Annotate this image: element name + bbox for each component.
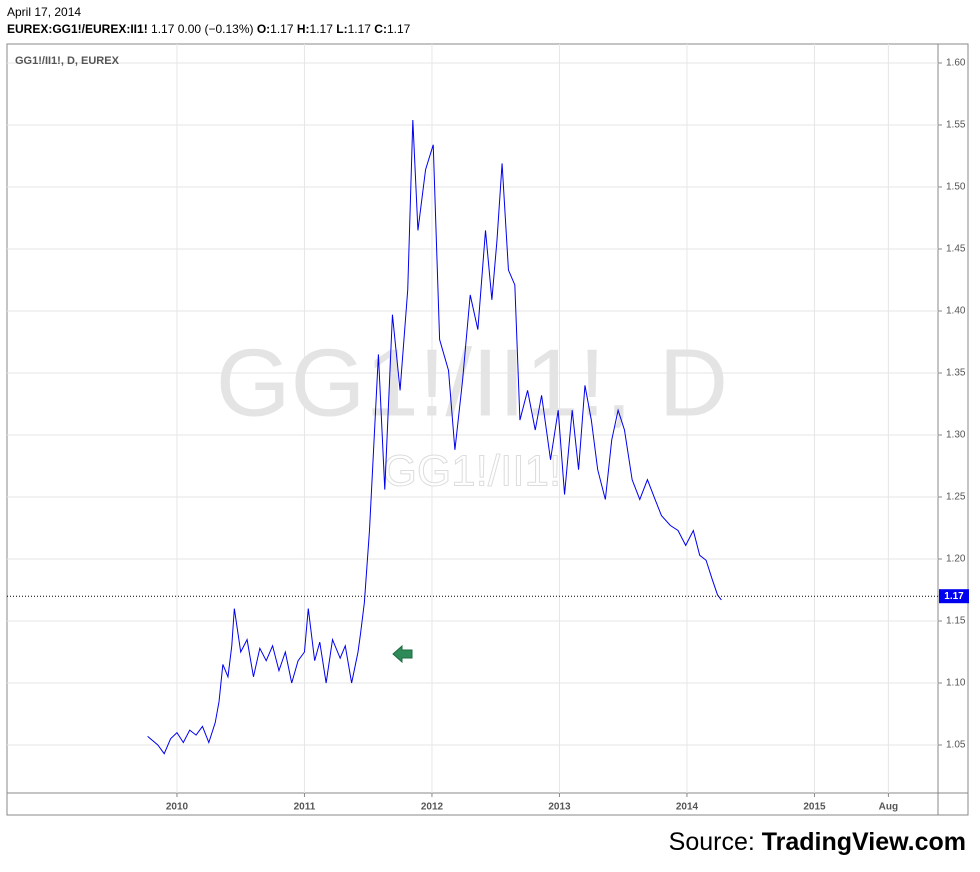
x-tick-label: 2013 bbox=[548, 802, 571, 813]
symbol: EUREX:GG1!/EUREX:II1! bbox=[7, 22, 148, 36]
ohlc-label: L: bbox=[336, 22, 348, 36]
change: 0.00 bbox=[177, 22, 202, 36]
y-tick-label: 1.30 bbox=[946, 430, 966, 441]
ohlc-label: O: bbox=[256, 22, 271, 36]
x-tick-label: 2014 bbox=[676, 802, 699, 813]
watermark: GG1!/II1!, D bbox=[216, 329, 728, 436]
source-prefix: Source: bbox=[668, 828, 755, 856]
header: April 17, 2014 EUREX:GG1!/EUREX:II1! 1.1… bbox=[7, 4, 410, 38]
legend: GG1!/II1!, D, EUREX bbox=[15, 55, 120, 67]
quote-line: EUREX:GG1!/EUREX:II1! 1.17 0.00 (−0.13%)… bbox=[7, 21, 410, 38]
chart: GG1!/II1!, D GG1!/II1! GG1!/II1!, D, EUR… bbox=[6, 43, 969, 816]
chart-frame bbox=[6, 43, 969, 816]
x-tick-label: 2011 bbox=[294, 802, 316, 813]
date: April 17, 2014 bbox=[7, 5, 82, 19]
ohlc-value: 1.17 bbox=[270, 22, 294, 36]
y-tick-label: 1.60 bbox=[946, 58, 966, 69]
y-tick-label: 1.15 bbox=[946, 616, 966, 627]
watermark: GG1!/II1! bbox=[383, 447, 562, 496]
source: Source: TradingView.com bbox=[669, 828, 966, 857]
x-tick-label: Aug bbox=[879, 802, 898, 813]
y-tick-label: 1.25 bbox=[946, 492, 966, 503]
y-tick-label: 1.20 bbox=[946, 554, 966, 565]
y-tick-label: 1.50 bbox=[946, 182, 966, 193]
last-price-label: 1.17 bbox=[944, 591, 964, 602]
ohlc-value: 1.17 bbox=[309, 22, 333, 36]
ohlc-value: 1.17 bbox=[347, 22, 371, 36]
change-pct: (−0.13%) bbox=[204, 22, 254, 36]
x-tick-label: 2010 bbox=[166, 802, 189, 813]
ohlc-label: H: bbox=[296, 22, 310, 36]
y-tick-label: 1.10 bbox=[946, 678, 966, 689]
y-tick-label: 1.35 bbox=[946, 368, 966, 379]
arrow-icon bbox=[392, 644, 413, 664]
y-tick-label: 1.40 bbox=[946, 306, 966, 317]
y-tick-label: 1.05 bbox=[946, 740, 966, 751]
last-price-box bbox=[939, 589, 969, 604]
ohlc-value: 1.17 bbox=[386, 22, 411, 36]
last: 1.17 bbox=[151, 22, 175, 36]
series-line bbox=[147, 119, 722, 755]
y-tick-label: 1.55 bbox=[946, 120, 966, 131]
x-tick-label: 2012 bbox=[421, 802, 444, 813]
x-tick-label: 2015 bbox=[803, 802, 826, 813]
source-site: TradingView.com bbox=[761, 828, 966, 856]
ohlc-label: C: bbox=[374, 22, 387, 36]
y-tick-label: 1.45 bbox=[946, 244, 966, 255]
